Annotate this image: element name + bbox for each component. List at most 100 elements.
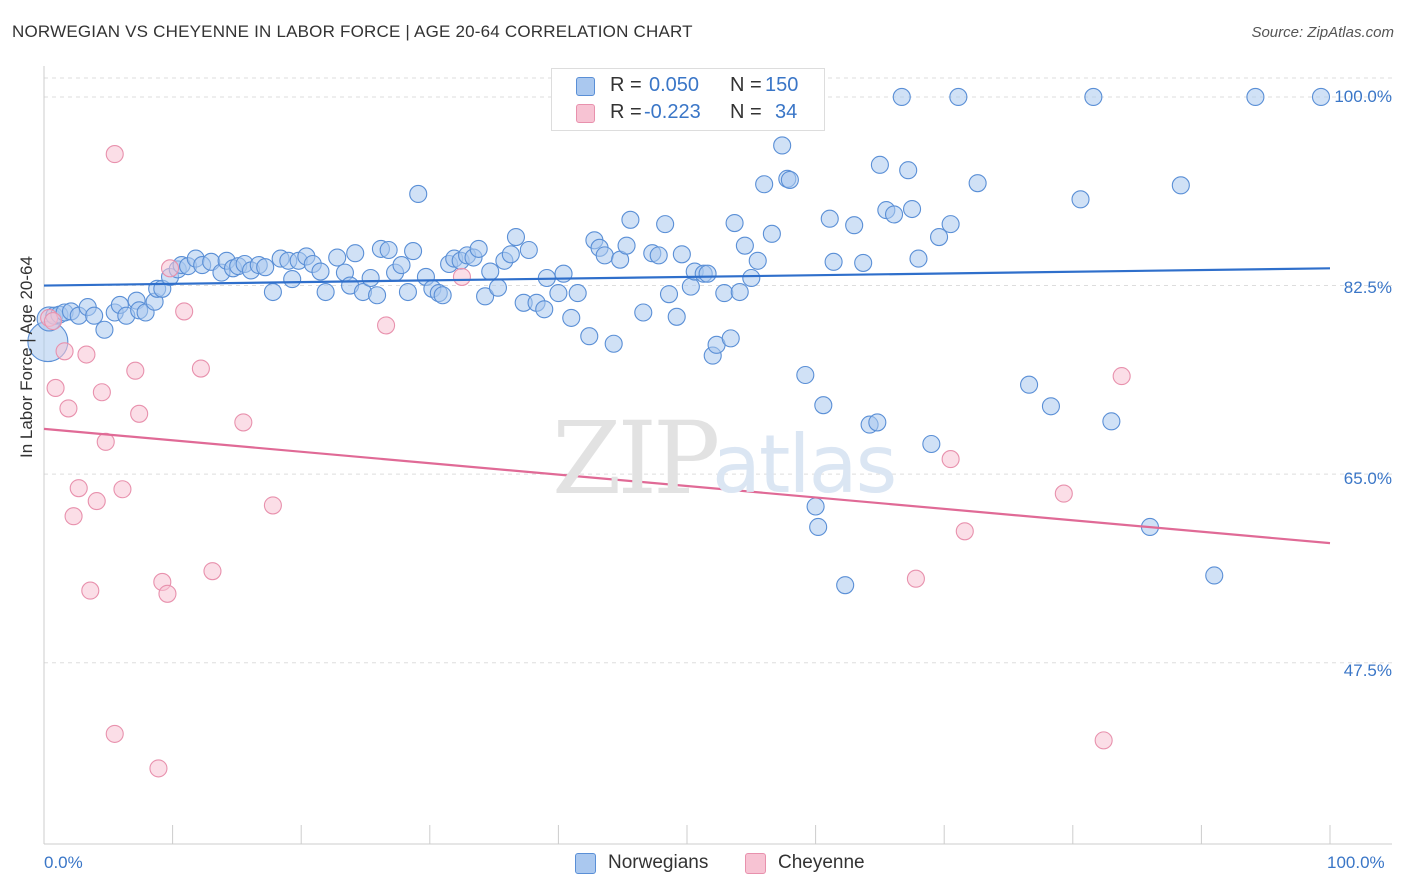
x-tick-label-max: 100.0% (1327, 853, 1385, 872)
data-point (634, 303, 653, 322)
data-point (234, 413, 253, 432)
data-point (617, 236, 636, 255)
data-point (85, 306, 104, 325)
data-point (656, 215, 675, 234)
data-point (780, 170, 799, 189)
r-value: -0.223 (644, 101, 701, 123)
data-point (283, 270, 302, 289)
data-point (1041, 397, 1060, 416)
data-point (77, 345, 96, 364)
data-point (562, 308, 581, 327)
data-point (256, 258, 275, 277)
watermark-atlas: atlas (712, 418, 897, 511)
data-point (392, 256, 411, 275)
data-point (902, 199, 922, 219)
data-point (549, 284, 568, 303)
data-point (1102, 412, 1121, 431)
watermark-zip: ZIP (552, 400, 720, 517)
y-tick-label: 100.0% (1334, 87, 1392, 106)
data-point (488, 278, 508, 297)
data-point (796, 365, 815, 385)
data-point (762, 224, 781, 243)
cheyenne-swatch (745, 853, 766, 874)
cheyenne-swatch (576, 104, 595, 123)
norwegians-swatch (575, 853, 596, 874)
data-point (649, 246, 668, 265)
x-tick-label-min: 0.0% (44, 853, 83, 872)
data-point (160, 259, 180, 278)
data-point (92, 383, 111, 402)
data-point (735, 236, 754, 255)
data-point (604, 334, 623, 353)
data-point (311, 262, 330, 281)
data-point (506, 228, 526, 247)
legend-label: Cheyenne (778, 852, 865, 873)
data-point (409, 184, 428, 203)
data-point (81, 581, 100, 600)
legend-row-cheyenne: R = -0.223 N = 34 (552, 101, 824, 127)
data-point (868, 413, 887, 432)
data-point (1311, 87, 1331, 106)
data-point (346, 244, 365, 263)
data-point (941, 215, 960, 234)
data-point (1246, 87, 1265, 106)
data-point (43, 312, 63, 331)
data-point (64, 507, 83, 526)
data-point (1084, 87, 1103, 106)
data-point (824, 252, 843, 271)
data-point (361, 268, 380, 288)
cheyenne-points (40, 145, 1131, 778)
data-point (1071, 190, 1090, 209)
data-point (481, 262, 500, 281)
axes (43, 66, 1392, 845)
y-tick-label: 65.0% (1343, 469, 1392, 488)
data-point (328, 248, 347, 267)
n-label: N = (730, 101, 762, 123)
data-point (922, 434, 941, 454)
data-point (681, 277, 700, 296)
r-label: R = (610, 74, 642, 96)
data-point (773, 136, 792, 155)
data-point (113, 480, 132, 499)
data-point (1171, 176, 1190, 195)
y-tick-label: 47.5% (1343, 661, 1392, 680)
data-point (836, 576, 855, 595)
trend-lines (43, 267, 1331, 545)
data-point (725, 213, 744, 233)
data-point (814, 396, 833, 415)
data-point (55, 342, 74, 361)
data-point (263, 282, 282, 302)
data-point (191, 359, 210, 378)
data-point (854, 253, 873, 272)
data-point (621, 210, 640, 229)
data-point (105, 145, 124, 164)
y-axis-label: In Labor Force | Age 20-64 (17, 256, 36, 458)
grid-lines (44, 77, 1392, 664)
data-point (892, 87, 911, 106)
data-point (69, 479, 88, 498)
data-point (730, 282, 749, 302)
chart-title: NORWEGIAN VS CHEYENNE IN LABOR FORCE | A… (12, 22, 693, 41)
data-point (1020, 375, 1039, 394)
n-value: 150 (765, 74, 799, 96)
data-point (368, 286, 387, 305)
data-point (698, 264, 717, 283)
data-point (748, 251, 767, 270)
data-point (175, 302, 194, 321)
data-point (379, 240, 398, 260)
data-point (595, 246, 614, 265)
data-point (1205, 566, 1224, 585)
data-point (845, 216, 864, 235)
data-point (501, 245, 520, 264)
data-point (742, 268, 761, 288)
data-point (203, 562, 222, 581)
source-credit: Source: ZipAtlas.com (1251, 24, 1394, 41)
n-label: N = (730, 74, 762, 96)
data-point (476, 287, 495, 306)
n-value: 34 (775, 101, 798, 123)
data-point (87, 492, 106, 511)
legend-label: Norwegians (608, 852, 709, 873)
data-point (568, 284, 587, 303)
r-label: R = (610, 101, 642, 123)
